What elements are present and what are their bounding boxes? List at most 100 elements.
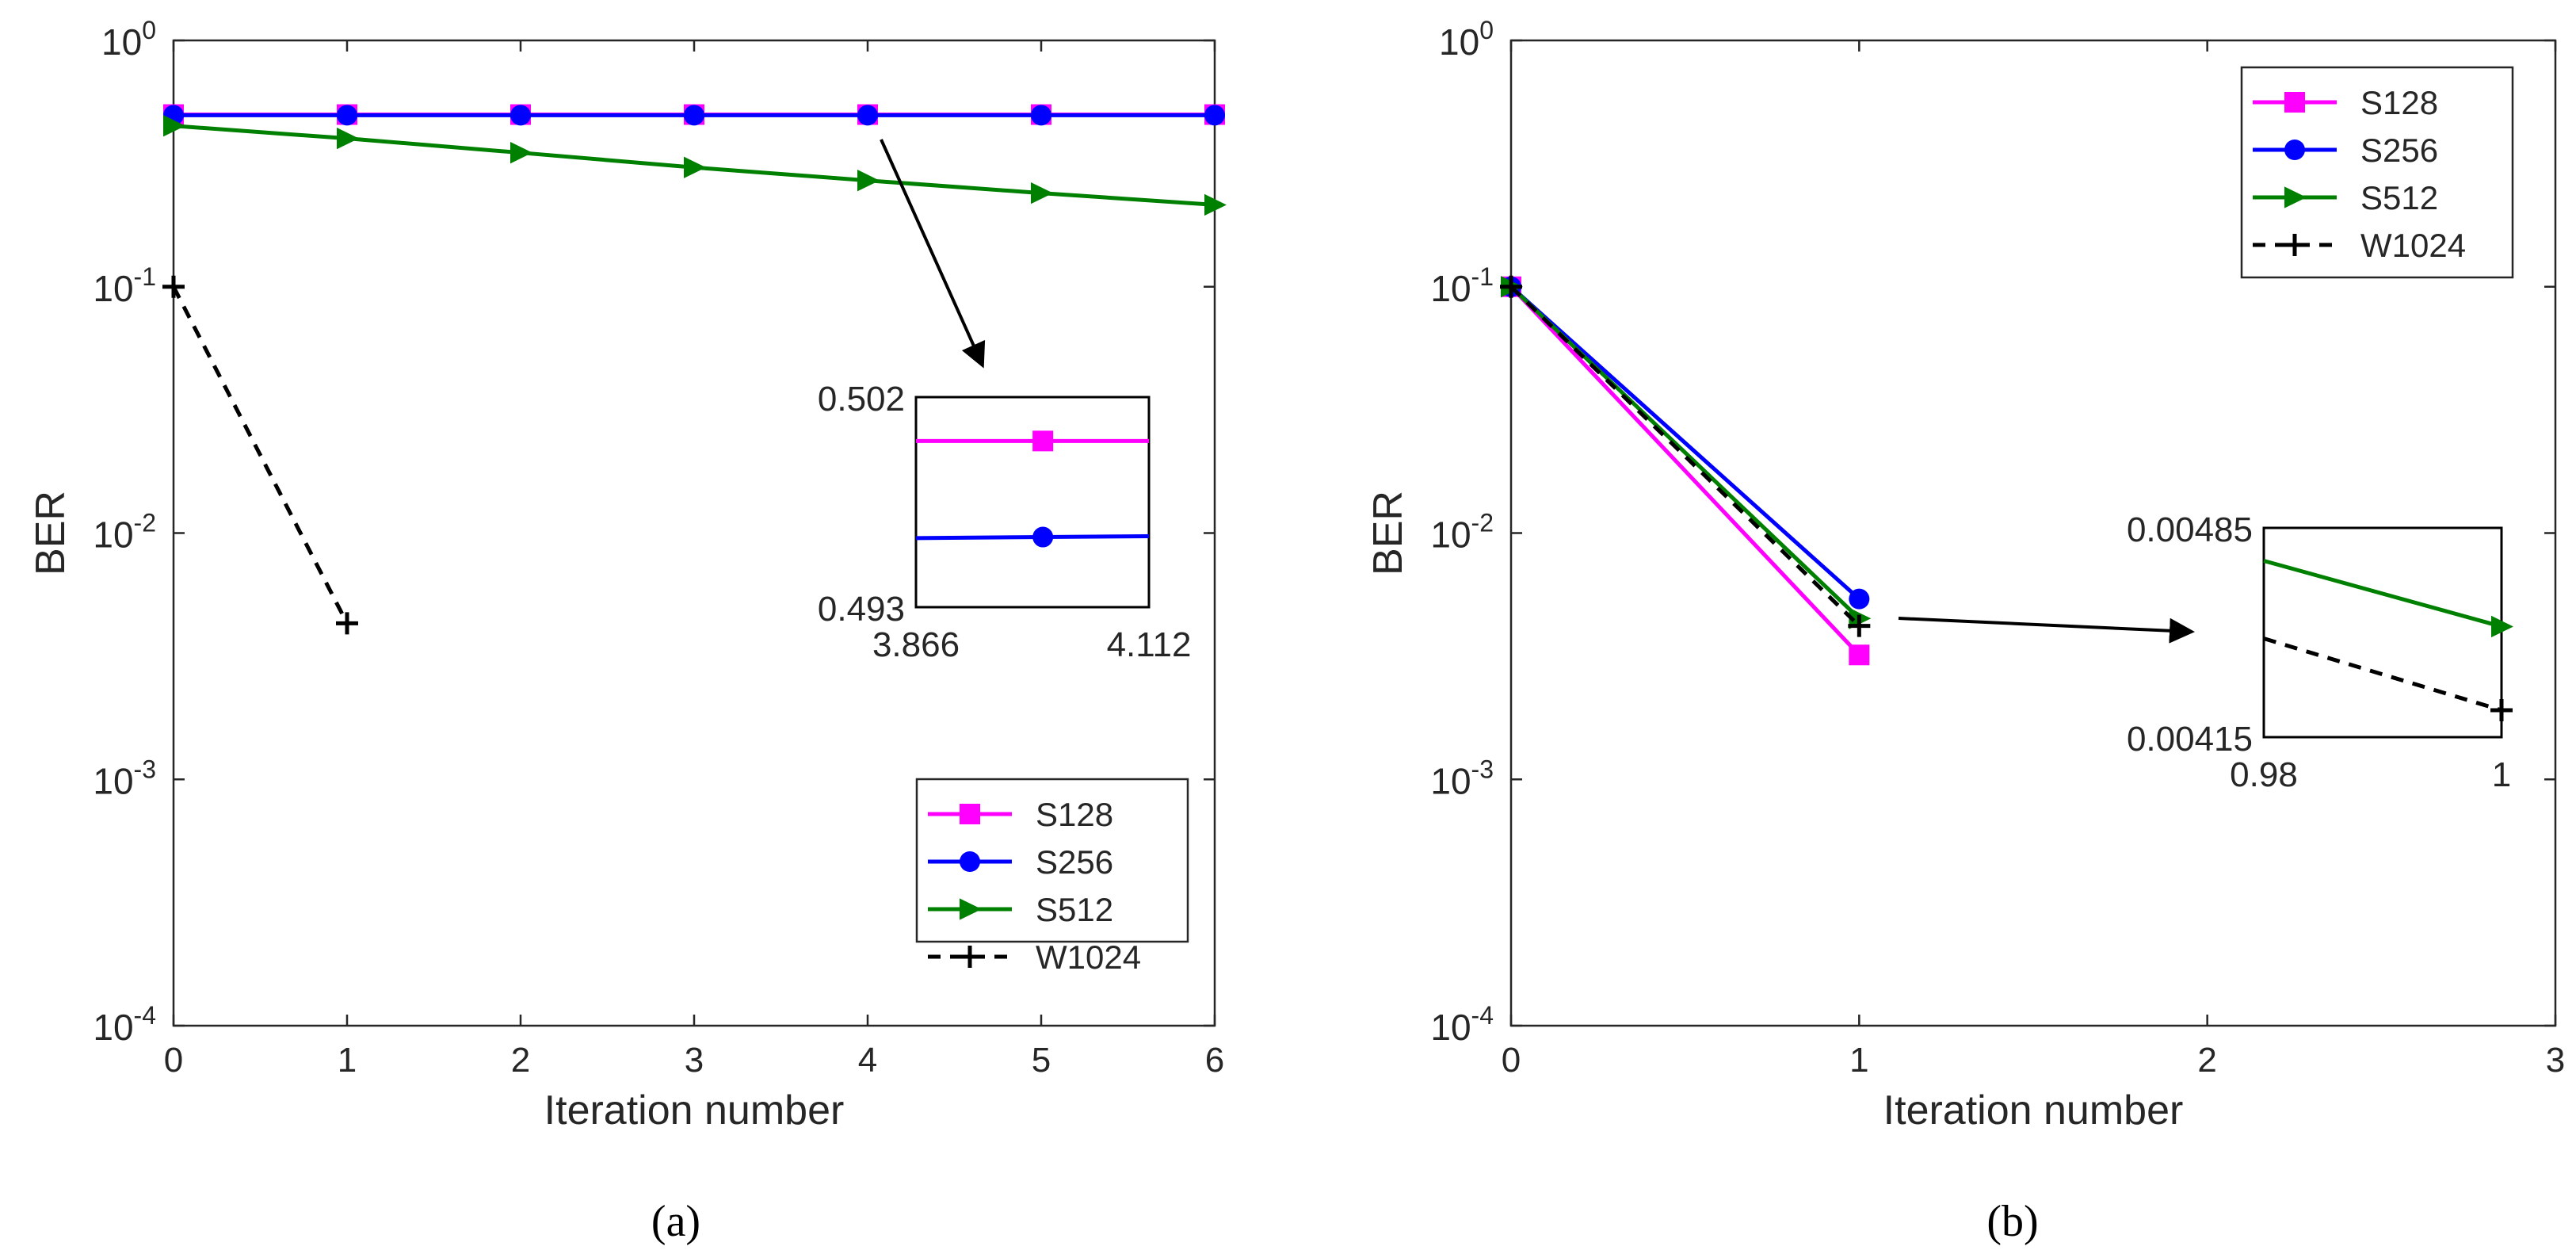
y-tick-label: 10-1	[93, 262, 156, 309]
x-tick-label: 0	[1502, 1041, 1521, 1080]
inset-x-tick-label: 0.98	[2230, 755, 2298, 794]
x-tick-label: 4	[858, 1041, 877, 1080]
inset-point-S128	[1032, 430, 1054, 452]
legend-label-W1024: W1024	[1036, 938, 1141, 976]
legend-a: S128 S256 S512 W1024	[915, 778, 1189, 976]
inset-point-W1024	[2490, 699, 2513, 722]
series-S128	[1501, 276, 1870, 666]
series-line-S512	[1509, 285, 1861, 621]
legend-marker-S128	[2284, 92, 2305, 113]
legend-marker-S256	[960, 851, 980, 872]
series-S256	[1501, 276, 1870, 610]
inset-y-tick-label: 0.493	[818, 590, 905, 629]
point-W1024	[1500, 275, 1522, 298]
x-tick-label: 6	[1205, 1041, 1224, 1080]
y-tick-label: 10-2	[93, 509, 156, 556]
inset-point-S256	[1032, 526, 1054, 548]
x-axis-label: Iteration number	[544, 1088, 845, 1133]
point-W1024	[162, 275, 185, 298]
series-W1024	[162, 275, 358, 635]
point-S128	[1849, 644, 1870, 666]
chart-b: 0 1 2 3 100 10-1 10-2 10-3 10-4 Iteration number B…	[1365, 16, 2565, 1246]
inset-line-W1024	[2263, 636, 2502, 713]
y-tick-label: 10-3	[1430, 755, 1494, 801]
legend-label-S128: S128	[1036, 796, 1113, 833]
legend-label-S128: S128	[2360, 84, 2438, 121]
inset-x-tick-label: 3.866	[872, 625, 960, 664]
zoom-arrow	[1898, 617, 2195, 644]
point-S256	[337, 105, 357, 126]
y-tick-label: 10-4	[93, 1001, 156, 1048]
inset-point-S512	[2491, 615, 2513, 638]
inset-box	[2262, 526, 2503, 739]
y-axis-label: BER	[1365, 491, 1411, 575]
inset-y-tick-label: 0.502	[818, 380, 905, 419]
inset-box	[914, 396, 1151, 609]
caption-b: (b)	[1986, 1197, 2038, 1246]
x-tick-label: 5	[1032, 1041, 1051, 1080]
legend-marker-W1024	[2284, 234, 2306, 256]
y-tick-label: 10-4	[1430, 1001, 1494, 1048]
inset-x-tick-label: 1	[2492, 755, 2511, 794]
series-S512	[1501, 276, 1872, 629]
inset-line-S512	[2263, 559, 2502, 629]
legend-marker-S512	[960, 898, 982, 920]
legend-marker-W1024	[959, 946, 981, 968]
point-S256	[510, 105, 531, 126]
point-S256	[1204, 105, 1225, 126]
chart-a: 0 1 2 3 4 5 6 100 10-1 10-2 10-3 10-4 Iteration numb…	[28, 16, 1227, 1246]
inset-y-tick-label: 0.00415	[2127, 720, 2253, 759]
point-S256	[857, 105, 878, 126]
x-tick-label: 1	[1849, 1041, 1868, 1080]
zoom-arrow	[880, 139, 986, 369]
legend-label-S256: S256	[2360, 132, 2438, 169]
x-tick-label: 2	[2197, 1041, 2216, 1080]
series-S256	[163, 105, 1225, 126]
x-tick-label: 3	[685, 1041, 704, 1080]
caption-a: (a)	[651, 1197, 700, 1246]
x-tick-label: 2	[511, 1041, 530, 1080]
point-S512	[510, 142, 532, 164]
y-tick-label: 10-3	[93, 755, 156, 801]
legend-label-W1024: W1024	[2360, 227, 2466, 264]
point-S512	[857, 170, 880, 192]
point-S512	[1204, 193, 1227, 216]
series-line-S128	[1509, 285, 1861, 656]
inset-y-tick-label: 0.00485	[2127, 510, 2253, 549]
point-S512	[1031, 182, 1053, 205]
point-W1024	[1848, 614, 1871, 637]
legend-marker-S512	[2284, 186, 2307, 208]
legend-b: S128 S256 S512 W1024	[2240, 66, 2514, 279]
legend-label-S256: S256	[1036, 843, 1113, 881]
point-S256	[1849, 588, 1870, 610]
series-line-W1024	[1509, 285, 1861, 628]
x-tick-label: 1	[338, 1041, 357, 1080]
inset-x-tick-label: 4.112	[1107, 625, 1192, 664]
legend-label-S512: S512	[2360, 179, 2438, 216]
x-tick-label: 0	[164, 1041, 183, 1080]
series-line-W1024	[171, 285, 349, 625]
point-S256	[1031, 105, 1051, 126]
legend-label-S512: S512	[1036, 891, 1113, 928]
legend-marker-S256	[2284, 140, 2305, 160]
y-tick-label: 100	[101, 16, 156, 63]
x-tick-label: 3	[2546, 1041, 2565, 1080]
point-S512	[337, 128, 359, 150]
point-S512	[684, 156, 706, 178]
y-axis-label: BER	[28, 491, 74, 575]
point-W1024	[336, 612, 358, 635]
y-tick-label: 10-2	[1430, 509, 1494, 556]
series-W1024	[1500, 275, 1871, 637]
series-line-S256	[1509, 285, 1861, 601]
y-tick-label: 100	[1439, 16, 1494, 63]
x-axis-label: Iteration number	[1883, 1088, 2184, 1133]
point-S256	[684, 105, 704, 126]
y-tick-label: 10-1	[1430, 262, 1494, 309]
inset-line-S256	[915, 533, 1150, 541]
point-S512	[163, 115, 185, 137]
legend-marker-S128	[960, 804, 980, 824]
series-S512	[163, 115, 1227, 216]
